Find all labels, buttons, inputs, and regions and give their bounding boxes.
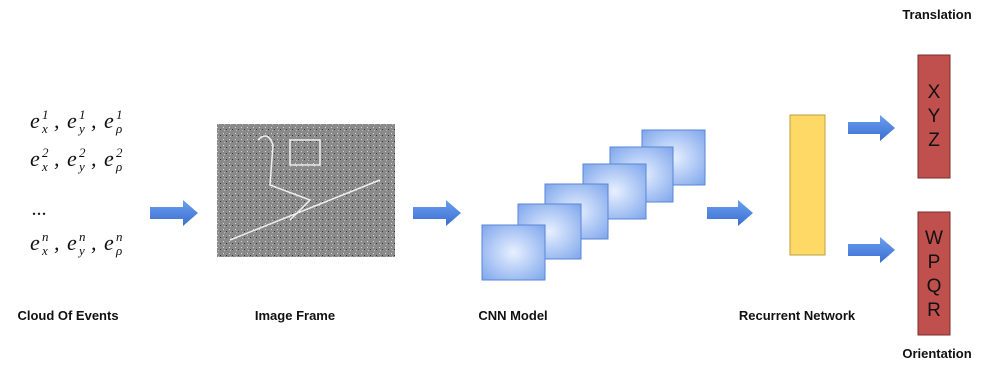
label: Cloud Of Events [17, 308, 118, 323]
math-sup: n [116, 229, 123, 244]
math-sub: y [77, 159, 85, 174]
letter: Z [928, 130, 940, 151]
math-base: e [104, 108, 114, 133]
math-base: e [67, 146, 77, 171]
separator: , [91, 230, 97, 255]
arrow [848, 115, 895, 141]
math-base: e [67, 230, 77, 255]
math-sup: n [42, 229, 49, 244]
math-base: e [67, 108, 77, 133]
math-sup: 2 [116, 145, 123, 160]
math-sub: y [77, 121, 85, 136]
label: Translation [902, 7, 971, 22]
math-sup: 2 [79, 145, 86, 160]
label: Image Frame [255, 308, 335, 323]
letter: X [928, 82, 941, 103]
arrow [413, 200, 461, 226]
math-sub: x [41, 121, 48, 136]
label: Recurrent Network [739, 308, 856, 323]
label: CNN Model [478, 308, 547, 323]
arrow [150, 200, 198, 226]
feature-map [482, 225, 545, 280]
math-base: e [30, 230, 40, 255]
math-sup: n [79, 229, 86, 244]
math-base: e [104, 146, 114, 171]
math-sup: 1 [116, 107, 123, 122]
letter: R [927, 300, 941, 321]
separator: , [54, 146, 60, 171]
letter: Y [928, 106, 941, 127]
letter: W [925, 228, 943, 249]
math-sub: ρ [115, 121, 122, 136]
recurrent-block [790, 115, 825, 255]
event-image [217, 124, 395, 257]
math-sub: ρ [115, 243, 122, 258]
separator: , [54, 108, 60, 133]
separator: , [54, 230, 60, 255]
letter: Q [927, 276, 942, 297]
diagram: Cloud Of Events Image Frame CNN Model Re… [0, 0, 983, 365]
math-base: e [104, 230, 114, 255]
separator: , [91, 108, 97, 133]
math-sub: x [41, 159, 48, 174]
math-base: e [30, 108, 40, 133]
arrow [848, 237, 895, 263]
letter: P [928, 252, 941, 273]
math-sup: 2 [42, 145, 49, 160]
ellipsis: ... [32, 198, 47, 220]
math-sub: ρ [115, 159, 122, 174]
separator: , [91, 146, 97, 171]
math-sup: 1 [79, 107, 86, 122]
math-sub: y [77, 243, 85, 258]
image-frame [217, 124, 395, 257]
math-sup: 1 [42, 107, 49, 122]
cnn-stack [482, 130, 705, 280]
label: Orientation [902, 346, 971, 361]
arrow [707, 200, 753, 226]
math-base: e [30, 146, 40, 171]
math-sub: x [41, 243, 48, 258]
